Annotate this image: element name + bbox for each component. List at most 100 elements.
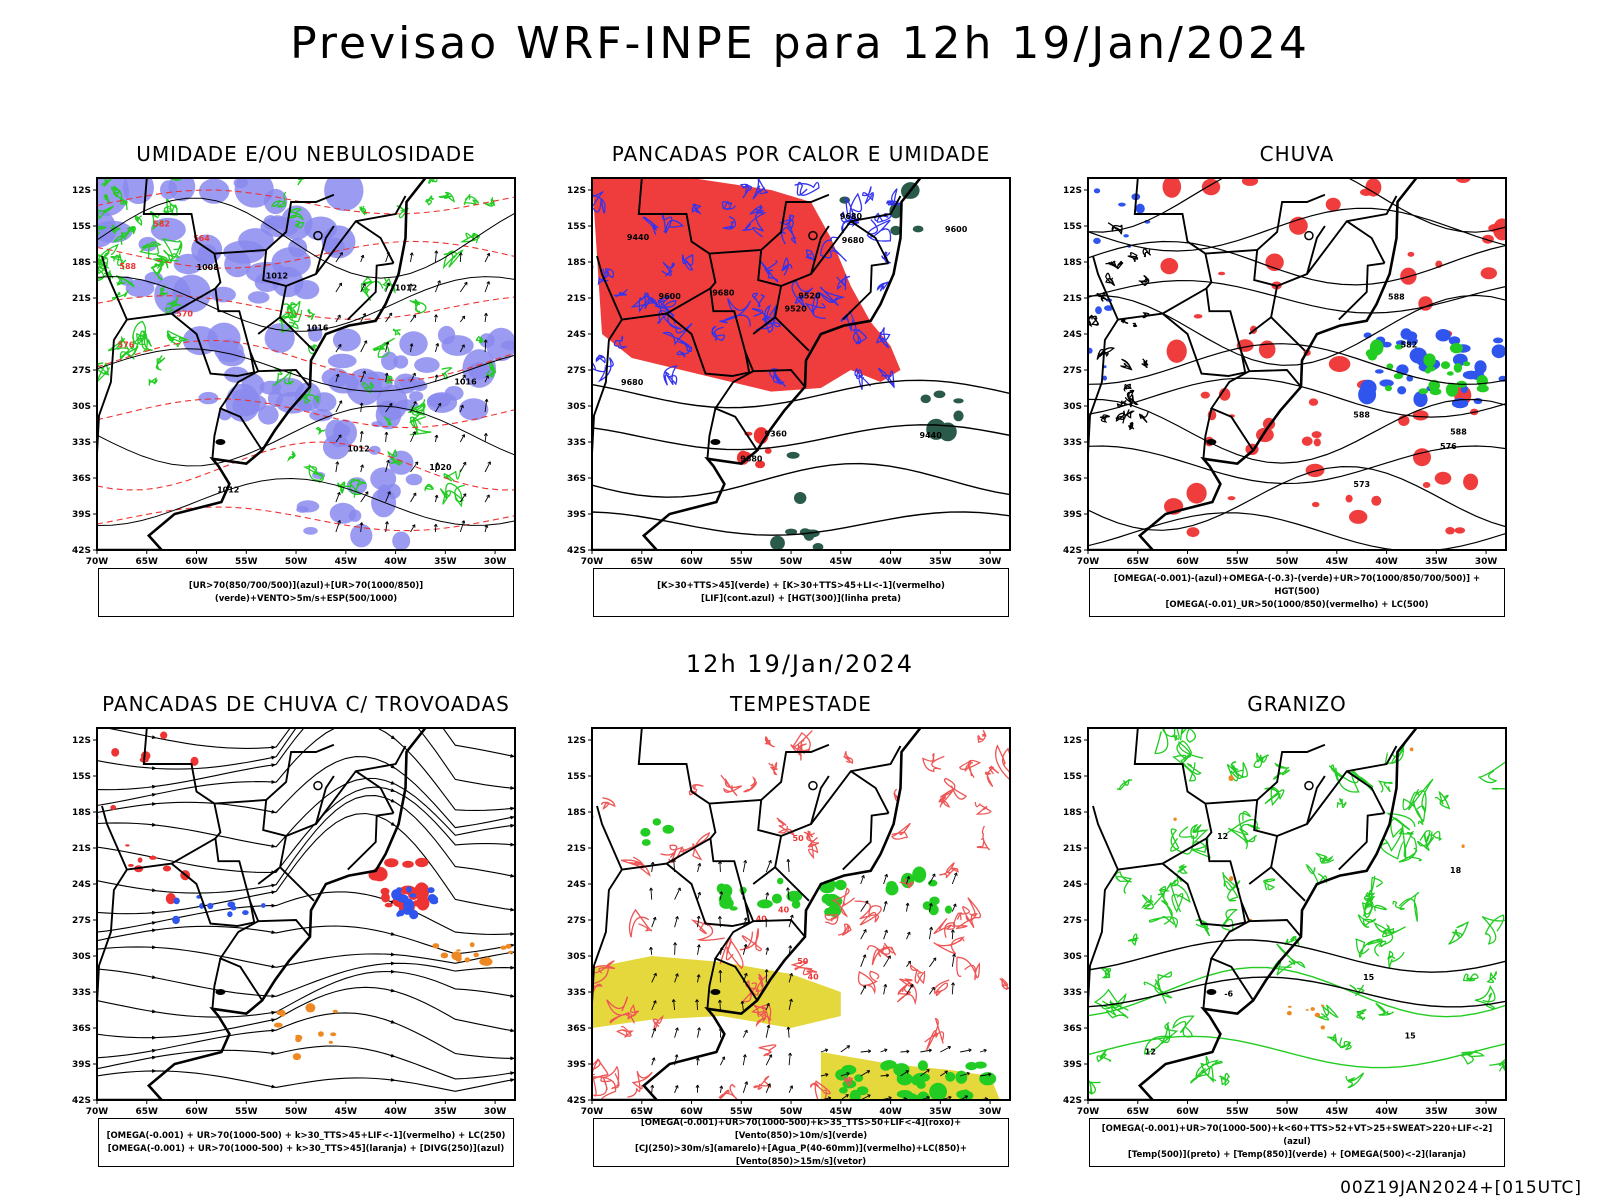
streamline-250hpa bbox=[97, 756, 515, 829]
wind-vector-850 bbox=[695, 999, 699, 1011]
streamline-arrowhead bbox=[151, 1048, 157, 1053]
temp850-green-contour bbox=[1264, 786, 1285, 807]
temp850-green-contour bbox=[1345, 1072, 1365, 1089]
rain-red-area bbox=[1311, 431, 1322, 439]
storm-orange-area bbox=[330, 1032, 337, 1037]
rain-red-area bbox=[1412, 410, 1429, 421]
coastline bbox=[97, 728, 427, 1100]
wind-vector bbox=[434, 494, 439, 503]
temp850-green-contour bbox=[1195, 918, 1211, 937]
y-tick-label: 18S bbox=[567, 258, 586, 268]
state-border bbox=[1306, 745, 1398, 825]
storm-red-area bbox=[416, 895, 430, 911]
wind-vector bbox=[384, 431, 389, 443]
rain-green-area bbox=[1440, 361, 1451, 369]
storm-orange-area bbox=[318, 1031, 324, 1037]
map-frame bbox=[591, 727, 1011, 1101]
wind850-green-area bbox=[945, 1071, 956, 1082]
temp850-green-contour bbox=[1253, 752, 1270, 768]
divergence-blue-area bbox=[227, 901, 236, 908]
wind850-green-area bbox=[839, 1087, 848, 1094]
wind-vector-850 bbox=[695, 1057, 700, 1066]
humidity-green-contour bbox=[107, 335, 131, 352]
coastline bbox=[592, 728, 922, 1100]
divergence-blue-area bbox=[207, 902, 214, 910]
precipitable-water-red-contour bbox=[755, 1006, 771, 1028]
storm-orange-area bbox=[440, 952, 449, 959]
wind-vector bbox=[335, 400, 343, 413]
temp850-green-contour bbox=[1101, 1000, 1129, 1019]
k-tts-green-area bbox=[812, 543, 824, 550]
wind-vector-850 bbox=[719, 1085, 724, 1093]
divergence-blue-area bbox=[172, 915, 180, 925]
wind-vector-850 bbox=[840, 1072, 850, 1077]
streamline-arrowhead bbox=[151, 1009, 157, 1014]
streamline-arrowhead bbox=[510, 873, 515, 878]
precipitable-water-red-contour bbox=[933, 918, 956, 938]
lifted-index-blue-contour bbox=[881, 251, 891, 264]
streamline-250hpa bbox=[97, 795, 515, 894]
y-tick-label: 27S bbox=[72, 366, 91, 376]
lifted-index-blue-contour bbox=[759, 260, 779, 284]
lifted-index-blue-contour bbox=[659, 294, 677, 316]
map-frame bbox=[591, 177, 1011, 551]
x-tick-label: 65W bbox=[631, 557, 654, 567]
map-frame bbox=[1087, 727, 1507, 1101]
precipitable-water-red-contour bbox=[842, 1074, 853, 1087]
lifted-index-blue-contour bbox=[739, 183, 753, 199]
omega-orange-area bbox=[1173, 817, 1177, 821]
temp850-green-contour bbox=[1226, 762, 1248, 782]
y-tick-label: 21S bbox=[567, 294, 586, 304]
streamline-arrowhead bbox=[151, 1055, 157, 1060]
lifted-index-blue-contour bbox=[602, 268, 615, 279]
wind-vector-850 bbox=[697, 1027, 701, 1038]
storm-orange-area bbox=[332, 1009, 338, 1014]
temp850-green-contour bbox=[1398, 830, 1422, 863]
humidity-green-contour bbox=[386, 375, 393, 384]
divergence-blue-area bbox=[242, 910, 249, 916]
contour-label: -6 bbox=[1224, 990, 1233, 999]
state-border bbox=[752, 799, 783, 885]
precipitable-water-red-contour bbox=[959, 759, 982, 778]
temp500-black-contour bbox=[1088, 976, 1506, 1008]
lifted-index-blue-contour bbox=[676, 341, 693, 358]
k-tts-green-area bbox=[889, 203, 903, 219]
state-border bbox=[1202, 958, 1213, 1009]
streamline-250hpa bbox=[97, 891, 515, 935]
map-panel-5: 50 40 40 50 40 12S 15S 18S 21S 24S 27S 30S 33S 36S 39S… bbox=[567, 727, 1011, 1117]
hgt300-contour bbox=[592, 462, 1010, 498]
humidity-green-contour bbox=[110, 251, 127, 271]
rain-green-area bbox=[1424, 368, 1431, 374]
storm-orange-area bbox=[456, 949, 461, 952]
temp850-green-contour bbox=[1368, 875, 1383, 898]
temp850-green-contour bbox=[1272, 762, 1291, 780]
x-tick-label: 30W bbox=[1475, 1107, 1498, 1117]
humidity-green-contour bbox=[303, 463, 324, 484]
wind-vector-850 bbox=[883, 955, 891, 968]
y-tick-label: 12S bbox=[1063, 736, 1082, 746]
wind-vector-850 bbox=[788, 1052, 793, 1066]
wind850-green-area bbox=[819, 882, 835, 894]
map-panel-6: 15 12 12 -6 18 15 12S 15S 18S 21S 24S 27S 30S 33S 36S 3… bbox=[1063, 727, 1507, 1117]
wind-vector-850 bbox=[764, 969, 769, 983]
lc500-contour bbox=[1120, 318, 1129, 324]
rain-blue-area bbox=[1102, 375, 1107, 381]
state-border bbox=[1270, 866, 1306, 902]
wind-vector-850 bbox=[674, 1085, 679, 1093]
humidity-green-contour bbox=[424, 483, 435, 492]
lifted-index-blue-contour bbox=[755, 304, 782, 334]
precipitable-water-red-contour bbox=[891, 822, 911, 840]
temp850-green-contour bbox=[1392, 891, 1420, 922]
precipitable-water-red-contour bbox=[951, 897, 982, 930]
wind-vector bbox=[409, 252, 414, 263]
streamline-arrowhead bbox=[390, 764, 396, 769]
humidity-green-contour bbox=[166, 330, 189, 347]
humidity-blue-area bbox=[376, 384, 408, 421]
state-border bbox=[347, 262, 394, 321]
legend-line: [OMEGA(-0.001) + UR>70(1000-500) + k>30_… bbox=[107, 1143, 505, 1154]
x-tick-label: 65W bbox=[1127, 1107, 1150, 1117]
wind-vector-850 bbox=[951, 982, 955, 995]
temp850-green-contour bbox=[1226, 810, 1261, 840]
rain-blue-area bbox=[1374, 369, 1384, 374]
rain-red-area bbox=[1308, 398, 1319, 406]
